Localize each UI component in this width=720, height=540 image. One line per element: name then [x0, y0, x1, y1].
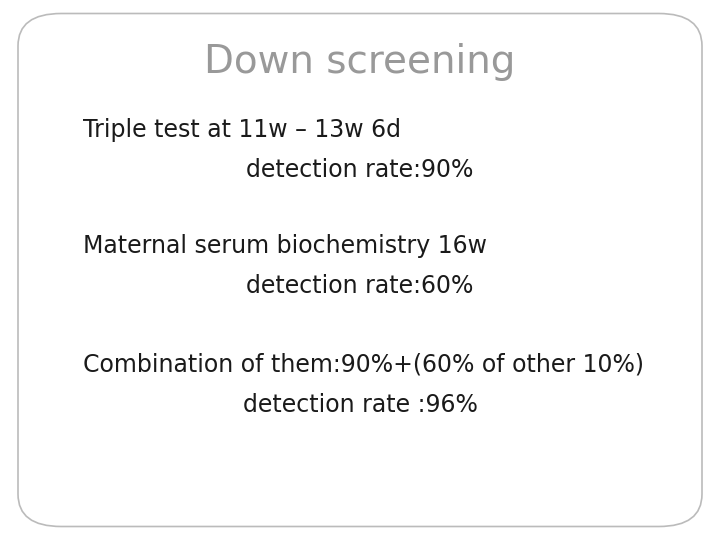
Text: detection rate :96%: detection rate :96%	[243, 393, 477, 417]
Text: detection rate:60%: detection rate:60%	[246, 274, 474, 298]
FancyBboxPatch shape	[18, 14, 702, 526]
Text: Combination of them:90%+(60% of other 10%): Combination of them:90%+(60% of other 10…	[83, 353, 644, 376]
Text: Triple test at 11w – 13w 6d: Triple test at 11w – 13w 6d	[83, 118, 401, 141]
Text: Down screening: Down screening	[204, 43, 516, 81]
Text: detection rate:90%: detection rate:90%	[246, 158, 474, 182]
Text: Maternal serum biochemistry 16w: Maternal serum biochemistry 16w	[83, 234, 487, 258]
